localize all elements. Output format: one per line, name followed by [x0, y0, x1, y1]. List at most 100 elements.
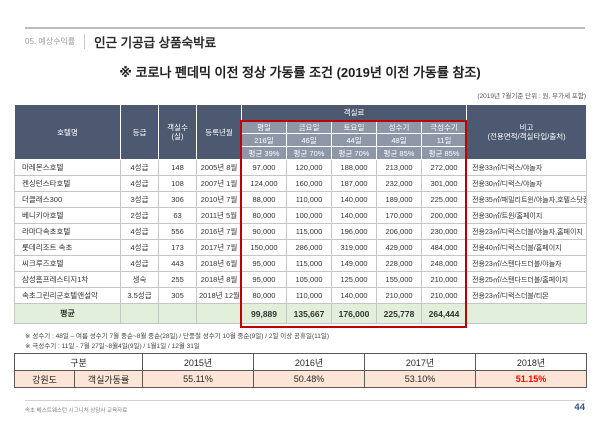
bottom-rule [25, 400, 585, 401]
rate-cell: 200,000 [420, 207, 468, 224]
rate-cell: 115,000 [286, 223, 332, 240]
occ-col-header-year: 2015년 [142, 353, 254, 371]
col-header-rate-group: 객실료 [240, 104, 468, 121]
rate-cell: 484,000 [420, 239, 468, 256]
average-rate-cell: 99,889 [241, 303, 287, 324]
top-rule [25, 27, 585, 29]
rate-col-days: 48일 [376, 133, 422, 147]
average-empty-cell [466, 303, 588, 324]
occupancy-rate-table: 구분 2015년 2016년 2017년 2018년 강원도 객실가동률 55.… [14, 353, 587, 388]
hotel-name-cell: 속초그린리군호텔앤설악 [14, 287, 121, 304]
hotel-name-cell: 더클래스300 [14, 191, 121, 208]
rooms-cell: 556 [158, 223, 197, 240]
note-cell: 전용30㎡/디럭스/야놀자 [466, 175, 588, 192]
rate-cell: 125,000 [331, 271, 377, 288]
occupancy-value-cell: 55.11% [142, 370, 254, 388]
rate-cell: 213,000 [376, 159, 422, 176]
rate-col-occupancy: 평균 70% [331, 146, 377, 160]
table-row: 베니키아호텔 2성급 63 2011년 5월 80,000 100,000 14… [14, 207, 588, 224]
rate-col-occupancy: 평균 85% [420, 146, 468, 160]
footnote-super-peak-season: ※ 극성수기 : 11일 - 7월 27일~8월4일(9일) / 1월1일 / … [25, 342, 200, 350]
col-header-hotel: 호텔명 [14, 104, 121, 160]
slide-subtitle: ※ 코로나 펜데믹 이전 정상 가동률 조건 (2019년 이전 가동률 참조) [119, 65, 481, 80]
rate-col-days: 46일 [286, 133, 332, 147]
footnote-peak-season: ※ 성수기 : 48일 – 여름 성수기 7월 중순~8월 중순(28일) / … [25, 333, 330, 340]
occupancy-row: 강원도 객실가동률 55.11% 50.48% 53.10% 51.15% [14, 370, 587, 388]
rate-col-occupancy: 평균 85% [376, 146, 422, 160]
reg-date-cell: 2018년 12월 [196, 287, 242, 304]
metric-cell: 객실가동률 [74, 370, 143, 388]
average-empty-cell [158, 303, 197, 324]
rate-cell: 115,000 [286, 255, 332, 272]
hotel-name-cell: 씨크루즈호텔 [14, 255, 121, 272]
rooms-cell: 148 [158, 159, 197, 176]
grade-cell: 2성급 [120, 207, 159, 224]
hotel-name-cell: 마레몬스호텔 [14, 159, 121, 176]
rate-cell: 210,000 [376, 287, 422, 304]
rate-cell: 95,000 [241, 255, 287, 272]
col-header-grade: 등급 [120, 104, 159, 160]
rate-cell: 301,000 [420, 175, 468, 192]
rate-cell: 210,000 [420, 271, 468, 288]
average-label: 평균 [14, 303, 121, 324]
rate-col-label: 토요일 [331, 120, 377, 134]
average-empty-cell [120, 303, 159, 324]
average-rate-cell: 135,667 [286, 303, 332, 324]
hotel-name-cell: 롯데리조트 속초 [14, 239, 121, 256]
rate-cell: 140,000 [331, 287, 377, 304]
rate-col-occupancy: 평균 39% [241, 146, 287, 160]
rate-col-label: 극성수기 [420, 120, 468, 134]
rate-col-occupancy: 평균 70% [286, 146, 332, 160]
page-title: 인근 기공급 상품숙박료 [94, 36, 217, 50]
rate-cell: 248,000 [420, 255, 468, 272]
occupancy-value-cell-highlighted: 51.15% [475, 370, 587, 388]
rate-cell: 228,000 [376, 255, 422, 272]
rate-cell: 286,000 [286, 239, 332, 256]
hotel-name-cell: 라마다속초호텔 [14, 223, 121, 240]
rooms-cell: 306 [158, 191, 197, 208]
region-cell: 강원도 [14, 370, 75, 388]
grade-cell: 3성급 [120, 191, 159, 208]
rate-cell: 232,000 [376, 175, 422, 192]
note-cell: 전용23㎡/디럭스더블/티몬 [466, 287, 588, 304]
header-divider [84, 34, 86, 49]
rate-cell: 140,000 [331, 191, 377, 208]
rate-cell: 105,000 [286, 271, 332, 288]
rate-cell: 80,000 [241, 207, 287, 224]
average-rate-cell: 176,000 [331, 303, 377, 324]
table-row: 롯데리조트 속초 4성급 173 2017년 7월 150,000 286,00… [14, 239, 588, 256]
occupancy-value-cell: 50.48% [253, 370, 365, 388]
rate-cell: 120,000 [286, 159, 332, 176]
table-row: 더클래스300 3성급 306 2010년 7월 88,000 110,000 … [14, 191, 588, 208]
page-number: 44 [574, 402, 585, 413]
table-row: 마레몬스호텔 4성급 148 2005년 8월 97,000 120,000 1… [14, 159, 588, 176]
table-row: 삼성홈프레스티지1차 생숙 255 2018년 8월 95,000 105,00… [14, 271, 588, 288]
rate-cell: 80,000 [241, 287, 287, 304]
grade-cell: 4성급 [120, 159, 159, 176]
rate-cell: 230,000 [420, 223, 468, 240]
rooms-cell: 173 [158, 239, 197, 256]
average-rate-cell: 264,444 [420, 303, 468, 324]
note-cell: 전용23㎡/스탠다드더블/야놀자 [466, 255, 588, 272]
rate-cell: 97,000 [241, 159, 287, 176]
reg-date-cell: 2018년 6월 [196, 255, 242, 272]
rate-cell: 88,000 [241, 191, 287, 208]
reg-date-cell: 2007년 1월 [196, 175, 242, 192]
room-rate-table: 호텔명 등급 객실수 (실) 등록년월 객실료 비고 (전용면적/객실타입/출처… [14, 104, 588, 324]
grade-cell: 4성급 [120, 239, 159, 256]
rate-col-label: 평일 [241, 120, 287, 134]
rooms-cell: 305 [158, 287, 197, 304]
grade-cell: 생숙 [120, 271, 159, 288]
rate-col-days: 216일 [241, 133, 287, 147]
rate-cell: 188,000 [331, 159, 377, 176]
hotel-name-cell: 삼성홈프레스티지1차 [14, 271, 121, 288]
reg-date-cell: 2018년 8월 [196, 271, 242, 288]
note-cell: 전용30㎡/트윈/홈페이지 [466, 207, 588, 224]
rate-cell: 110,000 [286, 287, 332, 304]
rate-cell: 187,000 [331, 175, 377, 192]
rooms-cell: 255 [158, 271, 197, 288]
hotel-name-cell: 베니키아호텔 [14, 207, 121, 224]
note-cell: 전용23㎡/디럭스더블/야놀자,홈페이지 [466, 223, 588, 240]
rate-cell: 210,000 [420, 287, 468, 304]
reg-date-cell: 2011년 5월 [196, 207, 242, 224]
